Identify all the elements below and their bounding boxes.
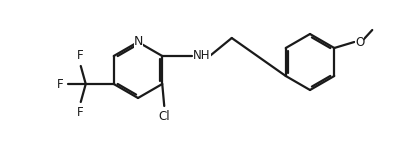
Text: F: F bbox=[76, 49, 83, 62]
Text: O: O bbox=[354, 36, 364, 48]
Text: F: F bbox=[76, 106, 83, 119]
Text: N: N bbox=[133, 35, 143, 48]
Text: NH: NH bbox=[193, 49, 210, 62]
Text: F: F bbox=[57, 78, 63, 90]
Text: Cl: Cl bbox=[158, 110, 170, 123]
